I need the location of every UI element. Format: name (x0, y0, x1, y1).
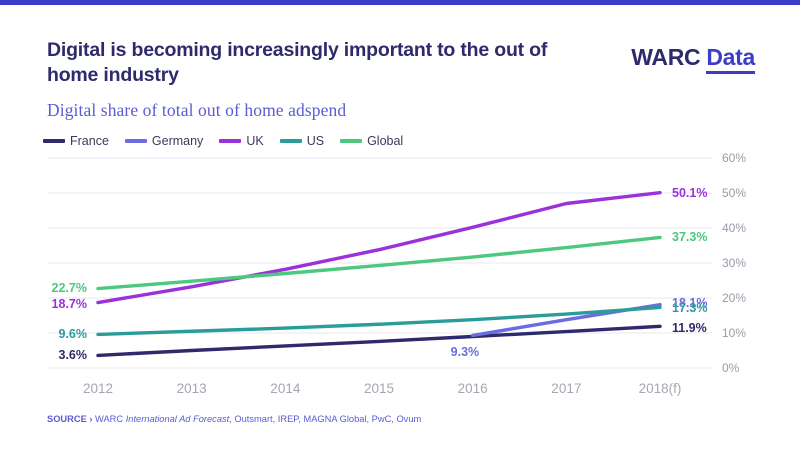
chart-legend: France Germany UK US Global (43, 134, 403, 148)
legend-label: France (70, 134, 109, 148)
source-note: SOURCE › WARC International Ad Forecast,… (47, 414, 421, 424)
y-axis-tick-label: 50% (722, 186, 747, 200)
legend-swatch-icon (43, 139, 65, 143)
x-axis-tick-label: 2014 (270, 381, 301, 396)
legend-swatch-icon (219, 139, 242, 143)
start-value-label-global: 22.7% (51, 280, 87, 295)
page-title: Digital is becoming increasingly importa… (47, 39, 548, 86)
legend-label: UK (246, 134, 264, 148)
legend-swatch-icon (279, 139, 302, 143)
series-line-global (96, 235, 662, 291)
legend-item-france[interactable]: France (43, 134, 109, 148)
y-axis-tick-label: 30% (722, 256, 747, 270)
start-value-label-uk: 18.7% (51, 296, 87, 311)
end-value-label-germany: 18.1% (672, 295, 708, 310)
legend-item-uk[interactable]: UK (219, 134, 264, 148)
end-value-label-global: 37.3% (672, 230, 708, 245)
start-value-label-france: 3.6% (58, 348, 88, 363)
chart-subtitle: Digital share of total out of home adspe… (47, 100, 347, 120)
legend-swatch-icon (340, 139, 363, 143)
legend-item-us[interactable]: US (279, 134, 325, 148)
source-keyword: SOURCE › (47, 414, 93, 424)
y-axis-tick-label: 20% (722, 291, 747, 305)
start-value-label-us: 9.6% (58, 327, 88, 342)
legend-item-global[interactable]: Global (340, 134, 403, 148)
logo-warc-text: WARC (631, 44, 701, 70)
start-value-label-germany: 9.3% (450, 345, 480, 360)
legend-label: US (306, 134, 325, 148)
x-axis-tick-label: 2018(f) (638, 381, 682, 396)
source-suffix: , Outsmart, IREP, MAGNA Global, PwC, Ovu… (229, 414, 422, 424)
y-axis-tick-label: 40% (722, 221, 747, 235)
legend-item-germany[interactable]: Germany (124, 134, 204, 148)
x-axis-tick-label: 2017 (551, 381, 582, 396)
end-value-label-uk: 50.1% (672, 185, 708, 200)
y-axis-tick-label: 60% (722, 151, 747, 165)
header-block: Digital is becoming increasingly importa… (47, 38, 587, 88)
end-value-label-us: 17.3% (672, 301, 708, 316)
y-axis-tick-label: 10% (722, 326, 747, 340)
legend-swatch-icon (124, 139, 147, 143)
x-axis-tick-label: 2012 (82, 381, 114, 396)
source-prefix: WARC (92, 414, 126, 424)
warc-data-logo: WARC Data (631, 44, 755, 74)
series-line-uk (96, 190, 662, 305)
series-line-us (96, 305, 662, 337)
y-axis-tick-label: 0% (722, 361, 740, 375)
legend-label: Global (367, 134, 404, 148)
top-accent-bar (0, 0, 800, 5)
logo-data-text: Data (706, 44, 755, 74)
legend-label: Germany (151, 134, 204, 148)
source-italic-title: International Ad Forecast (125, 414, 230, 424)
end-value-label-france: 11.9% (672, 321, 707, 336)
x-axis-tick-label: 2013 (176, 381, 207, 396)
series-line-france (96, 324, 662, 358)
x-axis-tick-label: 2016 (457, 381, 488, 396)
x-axis-tick-label: 2015 (363, 381, 395, 396)
